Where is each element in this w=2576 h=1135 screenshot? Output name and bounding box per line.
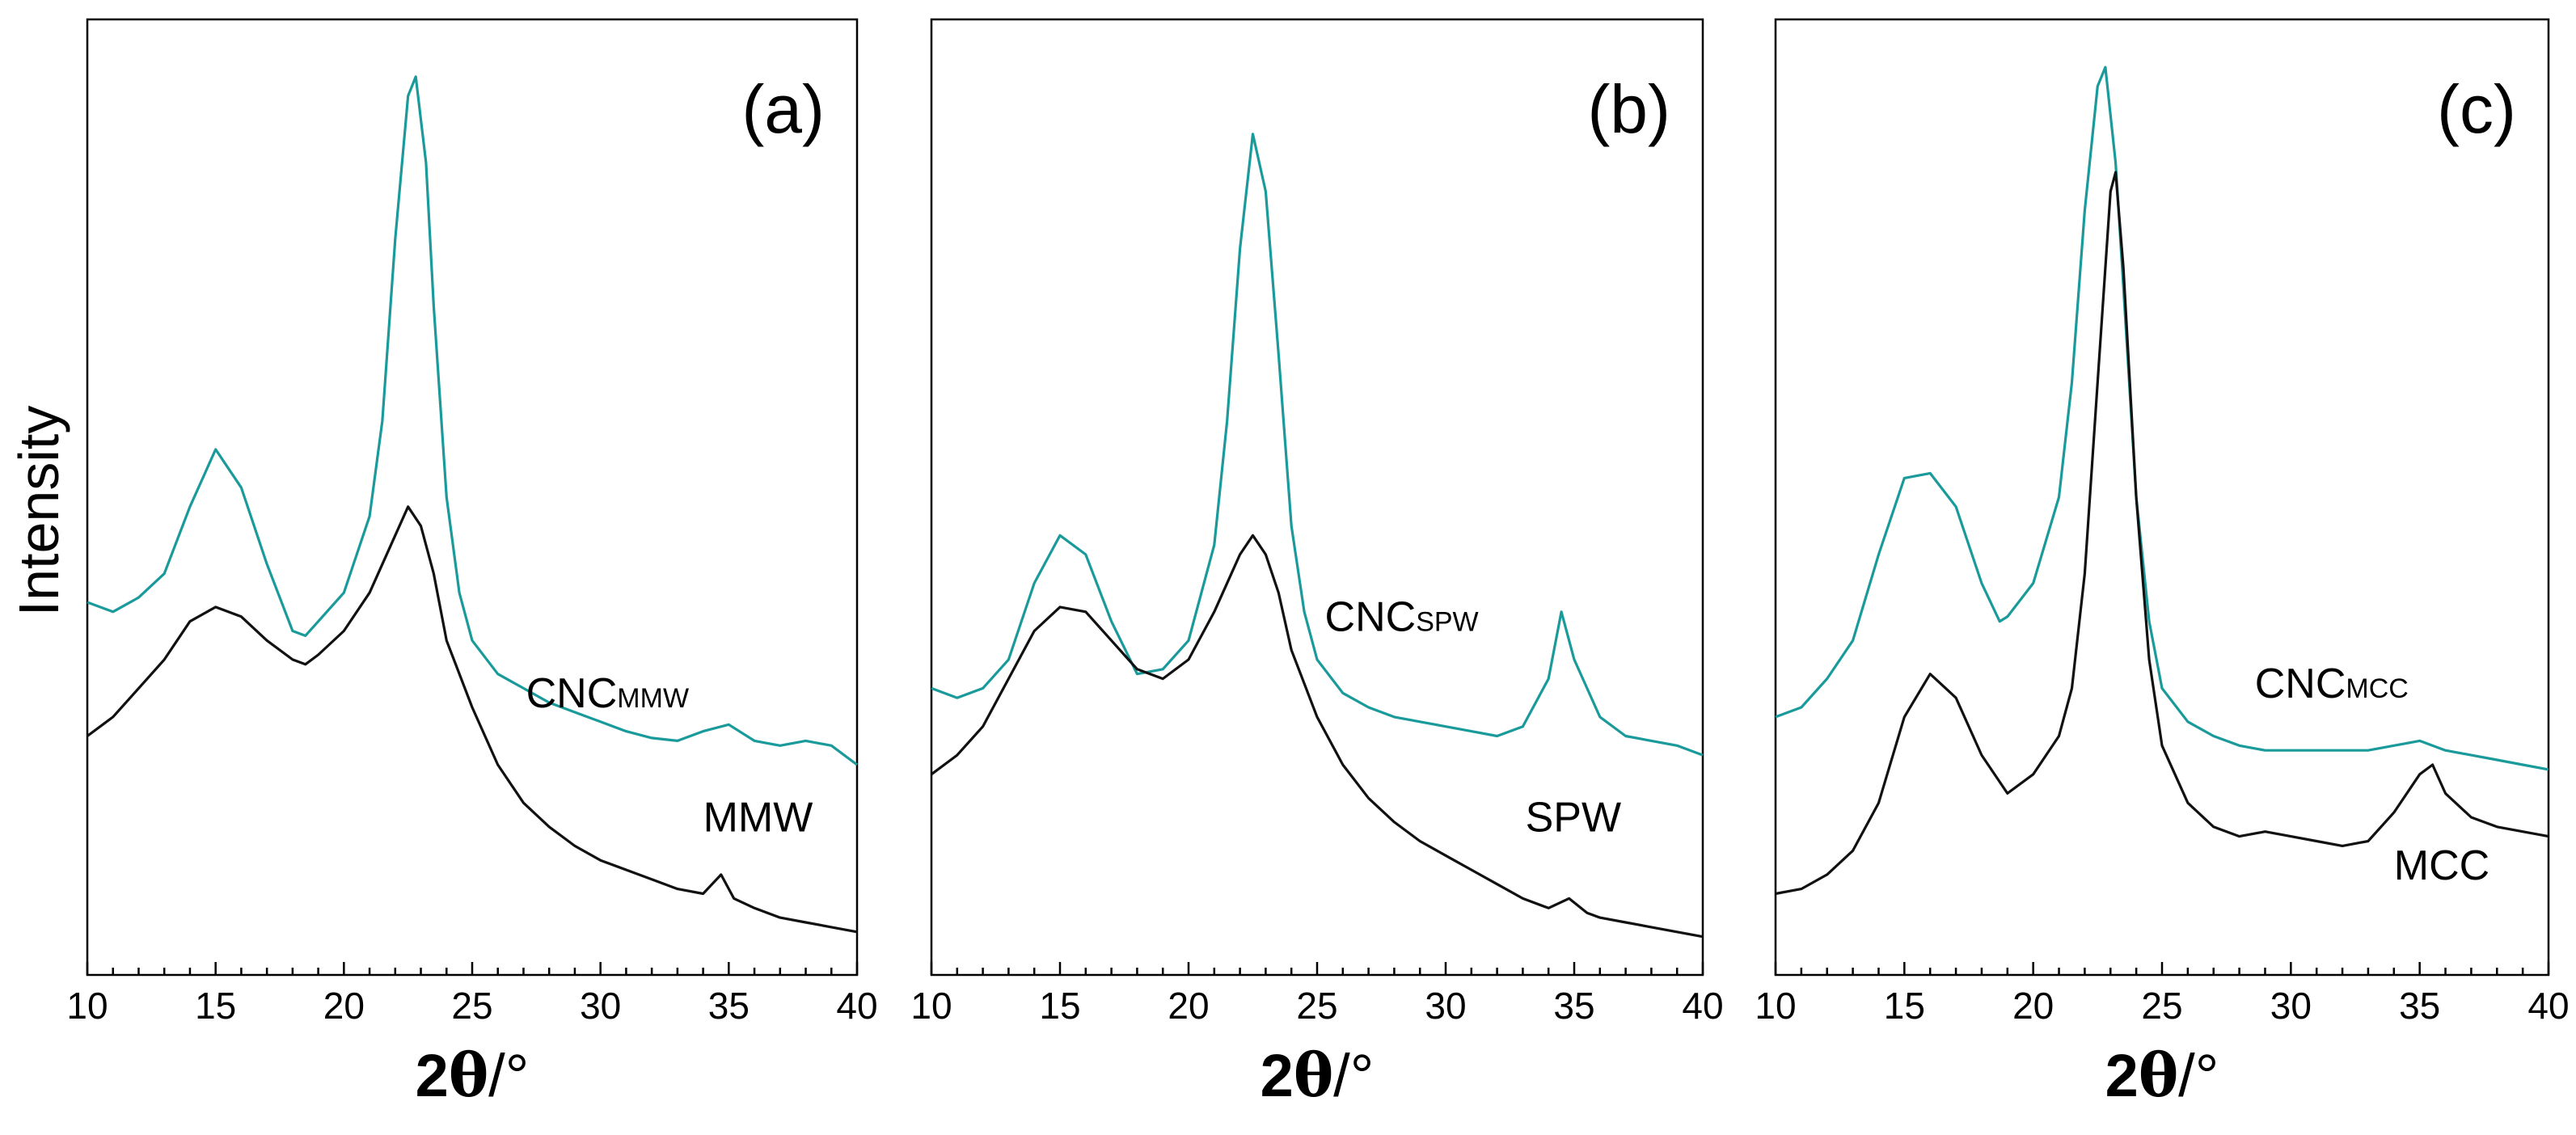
x-tick-label: 35 [2399,985,2440,1027]
x-axis-label: 2θ/° [1261,1041,1375,1111]
x-tick-label: 20 [323,985,365,1027]
x-tick-label: 40 [1682,985,1723,1027]
series-line-cnc-spw [931,133,1704,757]
x-tick-label: 30 [1425,985,1466,1027]
x-tick-label: 30 [2270,985,2312,1027]
x-tick-label: 25 [1296,985,1337,1027]
x-tick-label: 40 [2527,985,2569,1027]
x-tick-label: 35 [1553,985,1594,1027]
series-line-mcc [1775,171,2549,896]
x-axis-label: 2θ/° [2105,1041,2219,1111]
x-tick-label: 10 [910,985,952,1027]
x-tick-label: 25 [2141,985,2182,1027]
plot-frame [1774,18,2550,977]
y-axis-label: Intensity [7,406,70,617]
series-line-spw [931,534,1704,939]
panel-b: 10 15 20 25 30 35 40 2θ/° (b) CNCSPW SPW [910,18,1724,1111]
panel-label: (b) [1587,71,1670,147]
x-tick-label: 15 [1039,985,1080,1027]
x-tick-label: 30 [580,985,621,1027]
x-tick-label: 40 [836,985,877,1027]
series-label: CNCMCC [2255,660,2409,707]
x-tick-label: 35 [708,985,750,1027]
series-line-cnc-mmw [87,75,858,766]
panel-a: 10 15 20 25 30 35 40 2θ/° (a) CNCMMW MMW [66,18,878,1111]
x-axis-label: 2θ/° [416,1041,530,1111]
x-tick-label: 10 [1755,985,1796,1027]
series-label: SPW [1526,795,1621,842]
x-tick-label: 20 [2012,985,2054,1027]
x-tick-label: 15 [1884,985,1925,1027]
x-tick-label: 15 [195,985,236,1027]
series-label: CNCSPW [1325,593,1479,640]
x-tick-label: 25 [451,985,492,1027]
series-line-mmw [87,505,858,934]
x-tick-label: 20 [1168,985,1209,1027]
panel-c: 10 15 20 25 30 35 40 2θ/° (c) CNCMCC MCC [1755,18,2570,1111]
series-line-cnc-mcc [1775,65,2549,771]
panel-label: (a) [741,71,825,147]
series-label: MCC [2394,842,2489,889]
x-tick-label: 10 [66,985,108,1027]
panel-label: (c) [2437,71,2516,147]
series-label: MMW [703,795,813,842]
series-label: CNCMMW [526,670,689,717]
